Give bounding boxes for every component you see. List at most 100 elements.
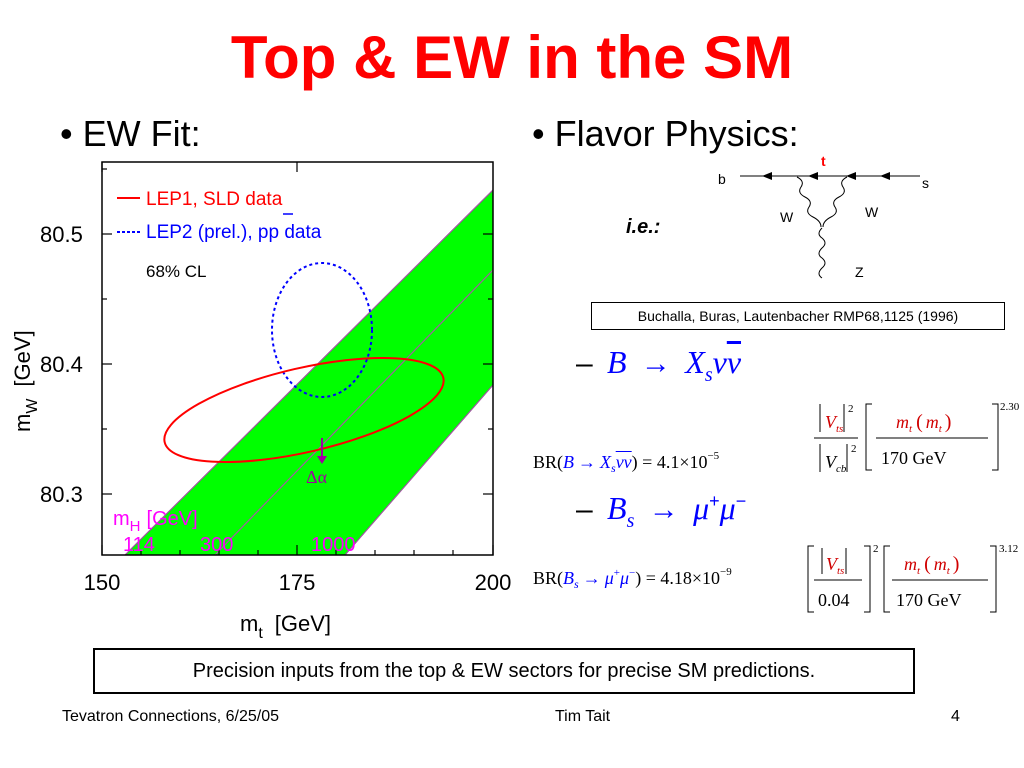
y-axis-label: mW[GeV] bbox=[10, 330, 41, 432]
bracket-right bbox=[990, 545, 997, 613]
bullet-flavor-label: Flavor Physics: bbox=[554, 113, 799, 154]
arrow-left-4 bbox=[880, 172, 890, 180]
symbol-nunu: νν bbox=[615, 452, 632, 472]
arrow-symbol: → bbox=[640, 347, 671, 380]
symbol-mu: μ bbox=[604, 568, 614, 588]
bracket-left bbox=[883, 545, 890, 613]
vcb-symbol: Vcb bbox=[825, 452, 847, 475]
citation-box: Buchalla, Buras, Lautenbacher RMP68,1125… bbox=[591, 302, 1005, 330]
x-tick-label: 175 bbox=[279, 570, 316, 595]
ckm-square: 2 bbox=[873, 543, 879, 555]
symbol-x: X bbox=[685, 344, 705, 380]
bullet-ew-fit-label: EW Fit: bbox=[82, 113, 201, 154]
slide-title: Top & EW in the SM bbox=[230, 24, 794, 91]
process-dash: – bbox=[576, 347, 593, 380]
br-text: BR bbox=[533, 452, 558, 472]
mass-denominator: 170 GeV bbox=[896, 590, 962, 610]
footer-center: Tim Tait bbox=[555, 708, 611, 725]
legend-lep1-label: LEP1, SLD data bbox=[146, 189, 283, 210]
exponent: −9 bbox=[720, 566, 732, 578]
equation-br-bs-mumu: BR(Bs → μ+μ−) = 4.18×10−9 bbox=[533, 566, 732, 591]
plus-sup: + bbox=[613, 567, 620, 579]
mass-denominator: 170 GeV bbox=[881, 448, 947, 468]
bullet-dot: • bbox=[532, 113, 555, 154]
symbol-mu: μ bbox=[693, 490, 710, 526]
exponent: −5 bbox=[707, 450, 720, 462]
mt-numerator: mt(mt) bbox=[896, 411, 951, 435]
z-boson bbox=[818, 227, 826, 279]
equation-1-fractions: Vts 2 Vcb 2 mt(mt) 170 GeV 2.30 bbox=[814, 401, 1020, 475]
mh-value-1000: 1000 bbox=[311, 534, 356, 556]
symbol-b: B bbox=[607, 344, 627, 380]
vcb-square: 2 bbox=[851, 443, 857, 455]
bracket-right bbox=[992, 403, 999, 471]
symbol-s-sub: s bbox=[611, 461, 616, 475]
bullet-ew-fit: • EW Fit: bbox=[60, 112, 201, 156]
arrow-left-3 bbox=[846, 172, 856, 180]
x-tick-label: 150 bbox=[84, 570, 121, 595]
vts-symbol: Vts bbox=[825, 412, 843, 435]
label-s: s bbox=[922, 175, 929, 191]
bracket-left bbox=[807, 545, 814, 613]
delta-alpha-arrowhead bbox=[317, 456, 327, 464]
symbol-nu: ν bbox=[712, 344, 727, 380]
bullet-flavor-physics: • Flavor Physics: bbox=[532, 112, 799, 156]
y-tick-label: 80.3 bbox=[40, 482, 83, 507]
vts-denominator: 0.04 bbox=[818, 590, 850, 610]
plus-sup: + bbox=[709, 491, 720, 511]
ie-label: i.e.: bbox=[626, 216, 661, 238]
y-tick-label: 80.5 bbox=[40, 222, 83, 247]
label-w-right: W bbox=[865, 204, 879, 220]
minus-sup: − bbox=[629, 567, 636, 579]
symbol-nubar: ν bbox=[726, 344, 742, 380]
delta-alpha-label: Δα bbox=[306, 467, 328, 487]
mh-value-300: 300 bbox=[200, 534, 233, 556]
precision-callout: Precision inputs from the top & EW secto… bbox=[93, 648, 915, 694]
footer-page-number: 4 bbox=[951, 708, 960, 725]
process-bs-to-mumu: – Bs → μ+μ− bbox=[576, 490, 747, 532]
footer-left: Tevatron Connections, 6/25/05 bbox=[62, 708, 280, 725]
equation-br-b-xs-nunu: BR(B → Xsνν) = 4.1×10−5 bbox=[533, 450, 720, 475]
bracket-right bbox=[864, 545, 871, 613]
axis-ticks bbox=[101, 162, 494, 555]
arrow-symbol: → bbox=[582, 568, 601, 588]
w-boson-left bbox=[796, 176, 822, 228]
label-z: Z bbox=[855, 264, 864, 280]
mh-line-300 bbox=[214, 269, 493, 555]
bullet-dot: • bbox=[60, 113, 83, 154]
vts-symbol: Vts bbox=[826, 554, 844, 577]
x-tick-label: 200 bbox=[475, 570, 512, 595]
mh-line-1000 bbox=[344, 384, 493, 555]
label-t: t bbox=[821, 153, 826, 169]
feynman-diagram: t b s W W Z bbox=[718, 153, 929, 280]
minus-sup: − bbox=[735, 491, 747, 511]
process-dash: – bbox=[576, 493, 593, 526]
symbol-mu: μ bbox=[719, 490, 736, 526]
symbol-s-sub: s bbox=[574, 577, 579, 591]
eq-value: ) = 4.1×10 bbox=[631, 452, 708, 472]
lep1-ellipse bbox=[163, 356, 445, 464]
label-b: b bbox=[718, 171, 726, 187]
arrow-left-2 bbox=[808, 172, 818, 180]
y-tick-label: 80.4 bbox=[40, 352, 83, 377]
mh-label: mH [GeV] bbox=[113, 508, 198, 535]
eq-value: ) = 4.18×10 bbox=[635, 568, 721, 588]
mt-numerator: mt(mt) bbox=[904, 553, 959, 577]
symbol-b: B bbox=[607, 490, 627, 526]
power-exponent: 2.30 bbox=[1000, 401, 1020, 413]
symbol-b: B bbox=[563, 452, 575, 472]
legend-cl-label: 68% CL bbox=[146, 262, 206, 281]
bracket-left bbox=[865, 403, 872, 471]
mh-line-114 bbox=[124, 189, 493, 555]
power-exponent: 3.12 bbox=[999, 543, 1018, 555]
br-text: BR bbox=[533, 568, 558, 588]
arrow-left-1 bbox=[762, 172, 772, 180]
vts-square: 2 bbox=[848, 403, 854, 415]
mh-value-114: 114 bbox=[123, 534, 155, 556]
process-b-to-xs-nunu: – B → Xsνν bbox=[576, 344, 742, 386]
arrow-symbol: → bbox=[578, 452, 597, 472]
symbol-mu: μ bbox=[619, 568, 629, 588]
ew-fit-chart: LEP1, SLD data LEP2 (prel.), pp data 68%… bbox=[10, 161, 512, 642]
w-boson-right bbox=[822, 176, 848, 228]
x-axis-label: mt [GeV] bbox=[240, 611, 331, 642]
